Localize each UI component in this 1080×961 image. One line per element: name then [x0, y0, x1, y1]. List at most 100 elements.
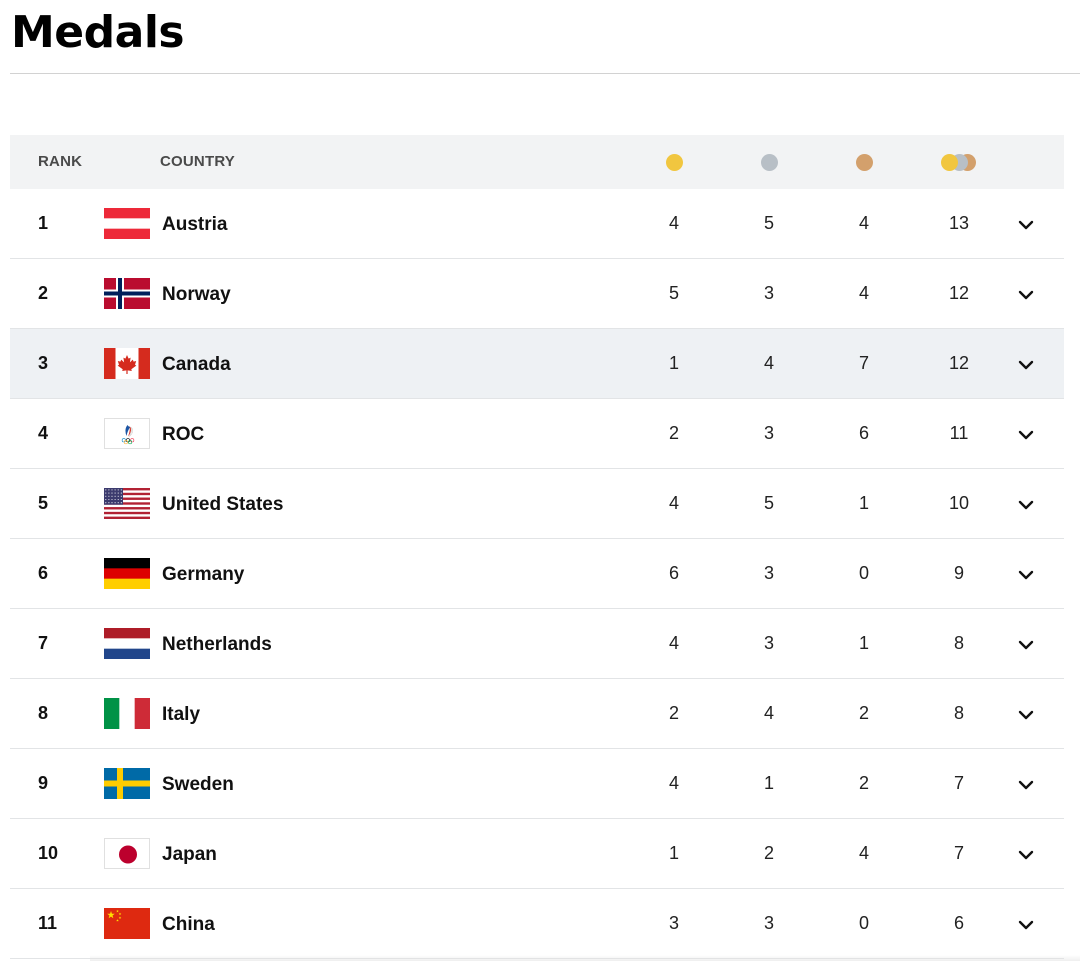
bronze-count: 4	[858, 283, 869, 303]
total-count: 8	[953, 703, 964, 723]
country-column-header[interactable]: COUNTRY	[160, 153, 236, 170]
canada-flag-icon	[104, 348, 150, 379]
netherlands-flag-icon	[104, 628, 150, 659]
medals-table: RANK COUNTRY 1 Austria 4 5 4 13 2 Norway 5 3 4 12 3 C…	[10, 135, 1064, 959]
country-name[interactable]: ROC	[162, 424, 205, 445]
silver-count: 3	[763, 423, 774, 443]
silver-count: 3	[763, 563, 774, 583]
scroll-fade	[90, 955, 1080, 961]
table-row[interactable]: 8 Italy 2 4 2 8	[10, 679, 1064, 749]
gold-count: 3	[668, 913, 679, 933]
country-name[interactable]: Canada	[162, 354, 231, 375]
rank-column-header[interactable]: RANK	[38, 153, 83, 170]
table-row[interactable]: 10 Japan 1 2 4 7	[10, 819, 1064, 889]
chevron-down-icon[interactable]	[1016, 775, 1036, 795]
rank-cell: 10	[38, 843, 59, 863]
country-name[interactable]: United States	[162, 494, 284, 515]
gold-medal-icon[interactable]	[666, 154, 683, 171]
total-medals-icon[interactable]	[941, 154, 979, 171]
silver-count: 1	[763, 773, 774, 793]
bronze-count: 4	[858, 213, 869, 233]
gold-count: 1	[668, 843, 679, 863]
bronze-count: 0	[858, 913, 869, 933]
table-row[interactable]: 4 ROC 2 3 6 11	[10, 399, 1064, 469]
italy-flag-icon	[104, 698, 150, 729]
silver-count: 5	[763, 213, 774, 233]
country-name[interactable]: Netherlands	[162, 634, 272, 655]
gold-count: 4	[668, 493, 679, 513]
bronze-count: 2	[858, 773, 869, 793]
gold-count: 6	[668, 563, 679, 583]
country-name[interactable]: Sweden	[162, 774, 234, 795]
roc-flag-icon	[104, 418, 150, 449]
japan-flag-icon	[104, 838, 150, 869]
bronze-count: 2	[858, 703, 869, 723]
austria-flag-icon	[104, 208, 150, 239]
page-title: Medals	[11, 7, 185, 58]
table-row[interactable]: 3 Canada 1 4 7 12	[10, 329, 1064, 399]
country-name[interactable]: Italy	[162, 704, 201, 725]
total-count: 9	[953, 563, 964, 583]
gold-count: 2	[668, 703, 679, 723]
silver-count: 4	[763, 353, 774, 373]
bronze-count: 1	[858, 493, 869, 513]
total-count: 13	[948, 213, 970, 233]
gold-count: 4	[668, 213, 679, 233]
country-name[interactable]: Japan	[162, 844, 217, 865]
gold-count: 4	[668, 773, 679, 793]
chevron-down-icon[interactable]	[1016, 565, 1036, 585]
bronze-count: 0	[858, 563, 869, 583]
table-row[interactable]: 7 Netherlands 4 3 1 8	[10, 609, 1064, 679]
chevron-down-icon[interactable]	[1016, 845, 1036, 865]
gold-count: 1	[668, 353, 679, 373]
table-row[interactable]: 2 Norway 5 3 4 12	[10, 259, 1064, 329]
rank-cell: 1	[38, 213, 49, 233]
rank-cell: 2	[38, 283, 49, 303]
silver-count: 3	[763, 913, 774, 933]
chevron-down-icon[interactable]	[1016, 915, 1036, 935]
table-row[interactable]: 1 Austria 4 5 4 13	[10, 189, 1064, 259]
country-name[interactable]: Germany	[162, 564, 245, 585]
china-flag-icon	[104, 908, 150, 939]
chevron-down-icon[interactable]	[1016, 495, 1036, 515]
bronze-count: 1	[858, 633, 869, 653]
rank-cell: 9	[38, 773, 49, 793]
title-divider	[10, 73, 1080, 74]
chevron-down-icon[interactable]	[1016, 705, 1036, 725]
table-row[interactable]: 9 Sweden 4 1 2 7	[10, 749, 1064, 819]
germany-flag-icon	[104, 558, 150, 589]
chevron-down-icon[interactable]	[1016, 425, 1036, 445]
total-count: 7	[953, 773, 964, 793]
total-count: 10	[948, 493, 970, 513]
country-name[interactable]: China	[162, 914, 215, 935]
chevron-down-icon[interactable]	[1016, 355, 1036, 375]
country-name[interactable]: Norway	[162, 284, 231, 305]
gold-count: 4	[668, 633, 679, 653]
total-count: 11	[949, 423, 969, 443]
silver-medal-icon[interactable]	[761, 154, 778, 171]
silver-count: 3	[763, 283, 774, 303]
table-row[interactable]: 6 Germany 6 3 0 9	[10, 539, 1064, 609]
sweden-flag-icon	[104, 768, 150, 799]
total-count: 7	[953, 843, 964, 863]
table-row[interactable]: 5 United States 4 5 1 10	[10, 469, 1064, 539]
silver-count: 4	[763, 703, 774, 723]
table-row[interactable]: 11 China 3 3 0 6	[10, 889, 1064, 959]
norway-flag-icon	[104, 278, 150, 309]
rank-cell: 11	[38, 913, 58, 933]
rank-cell: 5	[38, 493, 49, 513]
country-name[interactable]: Austria	[162, 214, 228, 235]
total-count: 8	[953, 633, 964, 653]
chevron-down-icon[interactable]	[1016, 285, 1036, 305]
rank-cell: 8	[38, 703, 49, 723]
bronze-count: 6	[858, 423, 869, 443]
total-gold-dot	[941, 154, 958, 171]
chevron-down-icon[interactable]	[1016, 215, 1036, 235]
bronze-medal-icon[interactable]	[856, 154, 873, 171]
chevron-down-icon[interactable]	[1016, 635, 1036, 655]
silver-count: 3	[763, 633, 774, 653]
united-states-flag-icon	[104, 488, 150, 519]
table-body: 1 Austria 4 5 4 13 2 Norway 5 3 4 12 3 Canada 1 4 7 12 4 RO…	[10, 189, 1064, 959]
rank-cell: 6	[38, 563, 49, 583]
rank-cell: 7	[38, 633, 49, 653]
